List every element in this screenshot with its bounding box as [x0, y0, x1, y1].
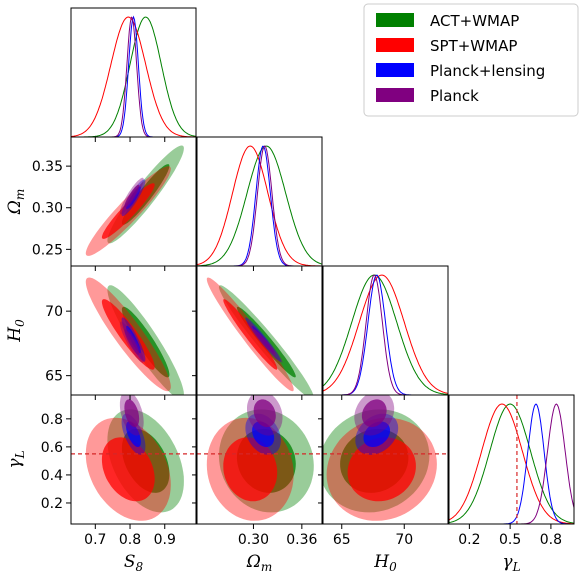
x-axis-label-gL: γL [502, 552, 520, 574]
x-tick-label: 0.2 [458, 532, 480, 548]
marginal-line-SPT+WMAP [323, 274, 448, 394]
x-axis-label-Om: Ωm [246, 552, 273, 574]
marginal-H0 [323, 274, 448, 395]
marginal-line-Planck [449, 403, 574, 524]
panel-frame [322, 394, 449, 525]
contour-1sigma-ACT+WMAP [121, 306, 170, 378]
contour-1sigma-Planck+lensing [363, 421, 390, 447]
marginal-S8 [71, 15, 196, 137]
marginal-line-Planck+lensing [323, 274, 448, 395]
marginal-line-Planck+lensing [197, 145, 322, 266]
contour-1sigma-SPT+WMAP [101, 183, 155, 239]
contour-1sigma-SPT+WMAP [223, 299, 278, 370]
contour-1sigma-SPT+WMAP [347, 437, 416, 502]
panel-S8-Om [85, 145, 184, 256]
x-tick-label: 0.5 [499, 532, 521, 548]
panel-frame [70, 394, 197, 525]
marginal-line-ACT+WMAP [197, 145, 322, 266]
y-tick-label: 0.30 [32, 201, 63, 217]
x-axis-label-sub: L [512, 560, 521, 574]
marginal-line-Planck+lensing [71, 15, 196, 137]
contour-1sigma-Planck [253, 399, 276, 428]
marginal-line-Planck [323, 274, 448, 395]
legend-label: SPT+WMAP [430, 37, 517, 55]
y-axis-label-Om: Ωm [5, 189, 27, 216]
y-tick-label: 0.4 [41, 468, 63, 484]
legend-label: ACT+WMAP [430, 12, 519, 30]
x-tick-label: 0.8 [119, 532, 141, 548]
contour-1sigma-Planck+lensing [126, 421, 141, 447]
marginal-Om [197, 145, 322, 266]
legend: ACT+WMAP SPT+WMAP Planck+lensing Planck [363, 3, 579, 117]
panel-S8-gL [85, 395, 184, 521]
panel-frame [322, 265, 449, 396]
y-tick-label: 70 [45, 304, 63, 320]
legend-label: Planck [430, 87, 479, 105]
contour-1sigma-Planck [124, 329, 140, 355]
x-tick-label: 0.30 [238, 532, 269, 548]
marginal-line-ACT+WMAP [323, 274, 448, 395]
y-axis-label-sub: L [13, 450, 27, 459]
y-axis-label-H0: H0 [5, 319, 27, 343]
contour-1sigma-Planck [253, 329, 276, 355]
y-axis-label-sub: m [13, 189, 27, 200]
x-axis-label-sub: 0 [389, 560, 397, 574]
x-tick-label: 0.8 [540, 532, 562, 548]
x-tick-label: 70 [395, 532, 413, 548]
panel-H0-gL [323, 395, 437, 521]
marginal-line-SPT+WMAP [449, 403, 574, 524]
x-axis-label-H0: H0 [373, 552, 397, 574]
marginal-line-Planck [71, 16, 196, 137]
y-tick-label: 0.35 [32, 159, 63, 175]
contour-1sigma-Planck [361, 399, 387, 428]
x-axis-label-sub: 8 [136, 560, 144, 574]
x-axis-label-S8: S8 [124, 552, 144, 574]
panel-S8-H0 [85, 277, 184, 395]
y-tick-label: 0.25 [32, 242, 63, 258]
y-tick-label: 0.6 [41, 440, 63, 456]
marginal-line-ACT+WMAP [449, 403, 574, 524]
contour-1sigma-Planck+lensing [252, 421, 275, 447]
x-tick-label: 0.7 [84, 532, 106, 548]
x-axis-label-sub: m [261, 560, 272, 574]
legend-swatch-ACT+WMAP [376, 13, 414, 27]
legend-frame [363, 3, 579, 117]
contour-1sigma-Planck [124, 184, 140, 208]
marginal-gL [449, 403, 574, 524]
panel-Om-H0 [206, 277, 314, 395]
y-tick-label: 65 [45, 369, 63, 385]
panel-frame [196, 394, 323, 525]
legend-label: Planck+lensing [430, 62, 545, 80]
marginal-line-SPT+WMAP [71, 16, 196, 137]
y-tick-label: 0.8 [41, 412, 63, 428]
x-tick-label: 65 [333, 532, 351, 548]
legend-swatch-SPT+WMAP [376, 38, 414, 52]
y-tick-label: 0.2 [41, 496, 63, 512]
panel-Om-gL [206, 395, 314, 521]
contour-1sigma-Planck [124, 399, 140, 428]
marginal-line-Planck [197, 145, 322, 266]
panel-frame [448, 394, 575, 525]
y-axis-label-sub: 0 [13, 319, 27, 327]
y-axis-label-gL: γL [5, 450, 27, 468]
x-tick-label: 0.36 [286, 532, 317, 548]
legend-swatch-Planck+lensing [376, 63, 414, 77]
legend-swatch-Planck [376, 88, 414, 102]
marginal-line-ACT+WMAP [71, 16, 196, 137]
marginal-line-Planck+lensing [449, 403, 574, 524]
x-tick-label: 0.9 [154, 532, 176, 548]
